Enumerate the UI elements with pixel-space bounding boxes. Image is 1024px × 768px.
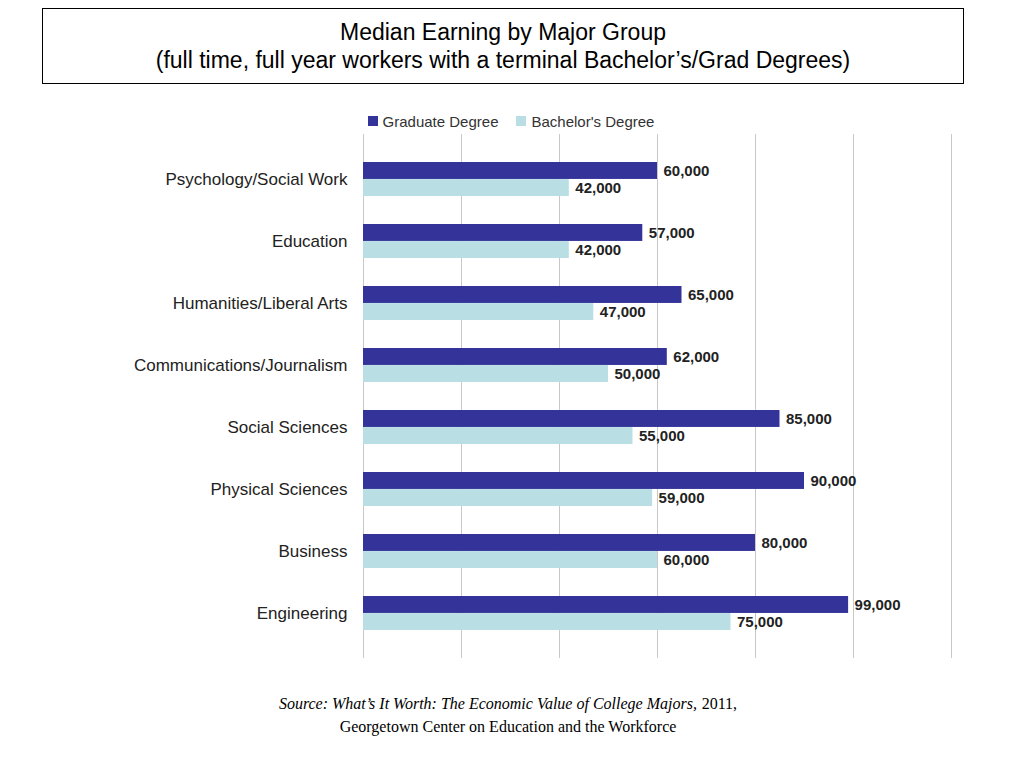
svg-text:42,000: 42,000 <box>575 241 621 258</box>
svg-text:99,000: 99,000 <box>855 596 901 613</box>
svg-text:80,000: 80,000 <box>762 534 808 551</box>
svg-text:Communications/Journalism: Communications/Journalism <box>134 356 348 375</box>
svg-text:57,000: 57,000 <box>649 224 695 241</box>
svg-text:42,000: 42,000 <box>575 179 621 196</box>
svg-text:85,000: 85,000 <box>786 410 832 427</box>
svg-text:90,000: 90,000 <box>811 472 857 489</box>
html-text:Source: What’s It Worth: The E: Source: What’s It Worth: The Economic Va… <box>278 695 738 712</box>
html-text:(full time, full year workers: (full time, full year workers with a ter… <box>155 47 851 73</box>
html-text:Median Earning by Major Group: Median Earning by Major Group <box>340 19 666 45</box>
svg-text:60,000: 60,000 <box>664 551 710 568</box>
svg-text:Business: Business <box>279 542 348 561</box>
html-text:Graduate Degree: Graduate Degree <box>382 112 499 130</box>
svg-text:60,000: 60,000 <box>664 162 710 179</box>
html-text:Georgetown Center on Education: Georgetown Center on Education and the W… <box>339 718 677 735</box>
svg-text:Education: Education <box>272 232 348 251</box>
svg-text:59,000: 59,000 <box>659 489 705 506</box>
svg-text:55,000: 55,000 <box>639 427 685 444</box>
svg-text:Physical Sciences: Physical Sciences <box>210 480 347 499</box>
svg-text:50,000: 50,000 <box>615 365 661 382</box>
html-text:Bachelor's Degree: Bachelor's Degree <box>531 112 655 130</box>
svg-text:Psychology/Social Work: Psychology/Social Work <box>165 170 348 189</box>
svg-text:Social Sciences: Social Sciences <box>227 418 347 437</box>
svg-text:65,000: 65,000 <box>688 286 734 303</box>
svg-text:75,000: 75,000 <box>737 613 783 630</box>
svg-text:Engineering: Engineering <box>257 604 348 623</box>
svg-text:62,000: 62,000 <box>673 348 719 365</box>
svg-text:Humanities/Liberal Arts: Humanities/Liberal Arts <box>173 294 348 313</box>
svg-text:47,000: 47,000 <box>600 303 646 320</box>
